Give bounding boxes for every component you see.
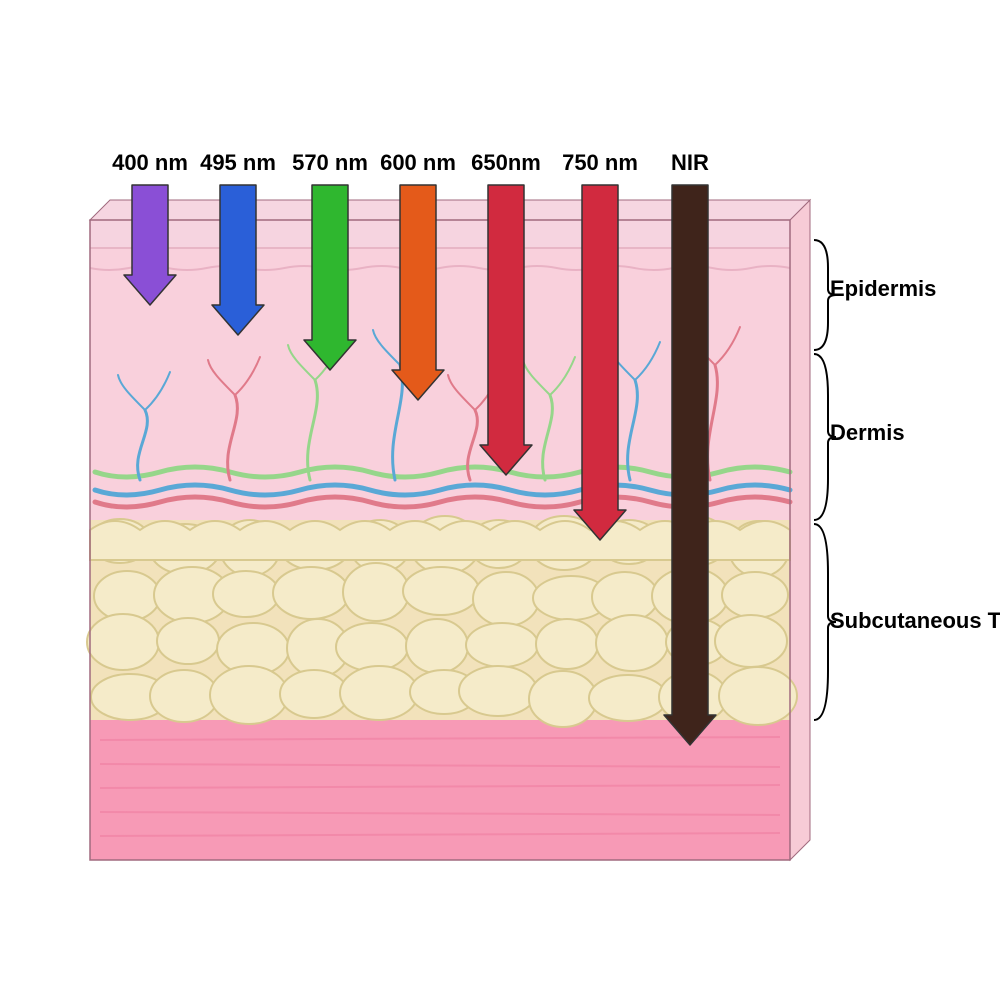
wavelength-arrow (664, 185, 716, 745)
fat-globule (150, 670, 218, 722)
fat-globule (406, 619, 468, 673)
fat-globule (715, 615, 787, 667)
fat-globule (403, 567, 479, 615)
wavelength-label: 400 nm (112, 150, 188, 175)
layer-label-epidermis: Epidermis (830, 276, 936, 301)
fat-globule (157, 618, 219, 664)
fat-globule (336, 623, 408, 671)
fat-globule (536, 619, 598, 669)
wavelength-arrow (304, 185, 356, 370)
layer-label-dermis: Dermis (830, 420, 905, 445)
fat-globule (473, 572, 539, 626)
wavelength-label: 650nm (471, 150, 541, 175)
fat-globule (340, 666, 418, 720)
fat-globule (280, 670, 348, 718)
wavelength-label: NIR (671, 150, 709, 175)
fat-globule (459, 666, 537, 716)
wavelength-label: 600 nm (380, 150, 456, 175)
wavelength-label: 495 nm (200, 150, 276, 175)
fat-globule (87, 614, 159, 670)
fat-globule (719, 667, 797, 725)
block-right-face (790, 200, 810, 860)
fat-globule (596, 615, 668, 671)
fat-globule (210, 666, 288, 724)
fat-globule (213, 571, 279, 617)
layer-label-subcutaneous-tissue: Subcutaneous Tissue (830, 608, 1000, 633)
wavelength-label: 750 nm (562, 150, 638, 175)
fat-globule (589, 675, 667, 721)
wavelength-arrow (392, 185, 444, 400)
layer-base (90, 720, 790, 860)
fat-globule (343, 563, 409, 621)
fat-globule (273, 567, 349, 619)
wavelength-label: 570 nm (292, 150, 368, 175)
fat-globule (529, 671, 597, 727)
wavelength-arrow (574, 185, 626, 540)
arrow-NIR: NIR (664, 150, 716, 745)
fat-globule (466, 623, 538, 667)
fat-globule (722, 572, 788, 618)
wavelength-arrow (480, 185, 532, 475)
wavelength-arrow (212, 185, 264, 335)
